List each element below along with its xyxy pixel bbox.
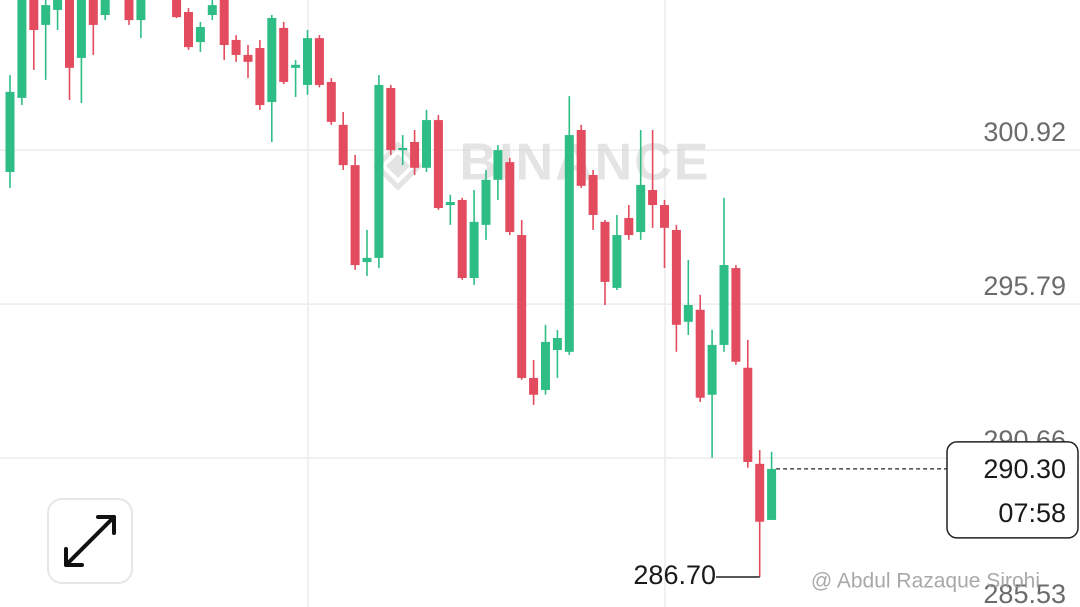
last-price-label: 290.30 <box>983 454 1066 484</box>
candle-body <box>267 18 277 103</box>
candle-body <box>374 84 384 258</box>
candle-body <box>303 38 312 85</box>
candle-body <box>422 120 431 168</box>
candle-body <box>243 54 253 62</box>
candle-body <box>767 468 777 520</box>
candle-body <box>469 221 479 278</box>
candle-body <box>29 0 39 31</box>
candle-body <box>124 0 134 21</box>
candle-body <box>671 229 681 325</box>
candle-body <box>338 124 348 166</box>
candle-body <box>88 0 98 25</box>
candle-body <box>350 165 360 266</box>
attribution: @ Abdul Razaque Sirohi <box>811 570 1040 593</box>
candle-body <box>517 235 527 378</box>
candle-body <box>683 305 693 322</box>
candle-body <box>279 27 289 82</box>
candle-body <box>207 5 217 16</box>
candle-body <box>219 0 229 46</box>
candle-body <box>5 91 15 173</box>
candle-body <box>541 341 550 390</box>
y-tick-label: 285.53 <box>983 579 1066 607</box>
expand-icon <box>64 515 116 567</box>
candle-body <box>648 190 658 206</box>
candle-body <box>576 129 586 186</box>
candle-body <box>743 367 753 463</box>
low-marker-label: 286.70 <box>633 560 716 590</box>
countdown-label: 07:58 <box>998 498 1066 528</box>
candle-body <box>17 0 27 98</box>
candle-body <box>755 463 765 522</box>
candle-body <box>172 0 182 18</box>
candle-body <box>326 81 336 122</box>
candle-body <box>457 199 467 278</box>
candle-body <box>636 184 646 233</box>
candle-body <box>386 87 396 151</box>
candle-body <box>719 265 729 345</box>
candle-body <box>291 64 301 68</box>
candle-body <box>707 344 717 395</box>
candle-body <box>564 135 574 352</box>
candle-body <box>493 150 503 180</box>
candle-body <box>53 0 63 10</box>
candle-body <box>76 0 86 58</box>
candle-body <box>588 175 598 215</box>
candle-body <box>184 12 193 48</box>
expand-button[interactable] <box>47 498 133 584</box>
candle-body <box>231 39 241 55</box>
candle-body <box>136 0 146 21</box>
candle-body <box>195 27 205 43</box>
candle-body <box>600 221 610 282</box>
candle-body <box>410 141 420 168</box>
candle-body <box>41 5 51 25</box>
candle-body <box>505 162 515 233</box>
candle-body <box>529 377 539 395</box>
candle-body <box>481 179 491 225</box>
candle-body <box>612 235 622 288</box>
last-price-box <box>946 441 1079 539</box>
candle-body <box>398 147 408 151</box>
candle-body <box>314 38 324 85</box>
candle-body <box>100 0 110 16</box>
y-tick-label: 300.92 <box>983 117 1066 147</box>
candle-body <box>433 120 443 209</box>
candle-body <box>362 257 372 263</box>
candle-body <box>552 338 562 351</box>
candles <box>5 0 777 577</box>
candle-body <box>695 309 705 398</box>
candle-body <box>660 205 669 228</box>
candle-body <box>255 48 265 106</box>
candle-body <box>445 202 455 206</box>
candle-body <box>624 217 634 236</box>
candle-body <box>65 0 74 68</box>
y-tick-label: 295.79 <box>983 271 1066 301</box>
candle-body <box>731 268 741 362</box>
overlay: 290.30 07:58 286.70 <box>633 441 1079 590</box>
